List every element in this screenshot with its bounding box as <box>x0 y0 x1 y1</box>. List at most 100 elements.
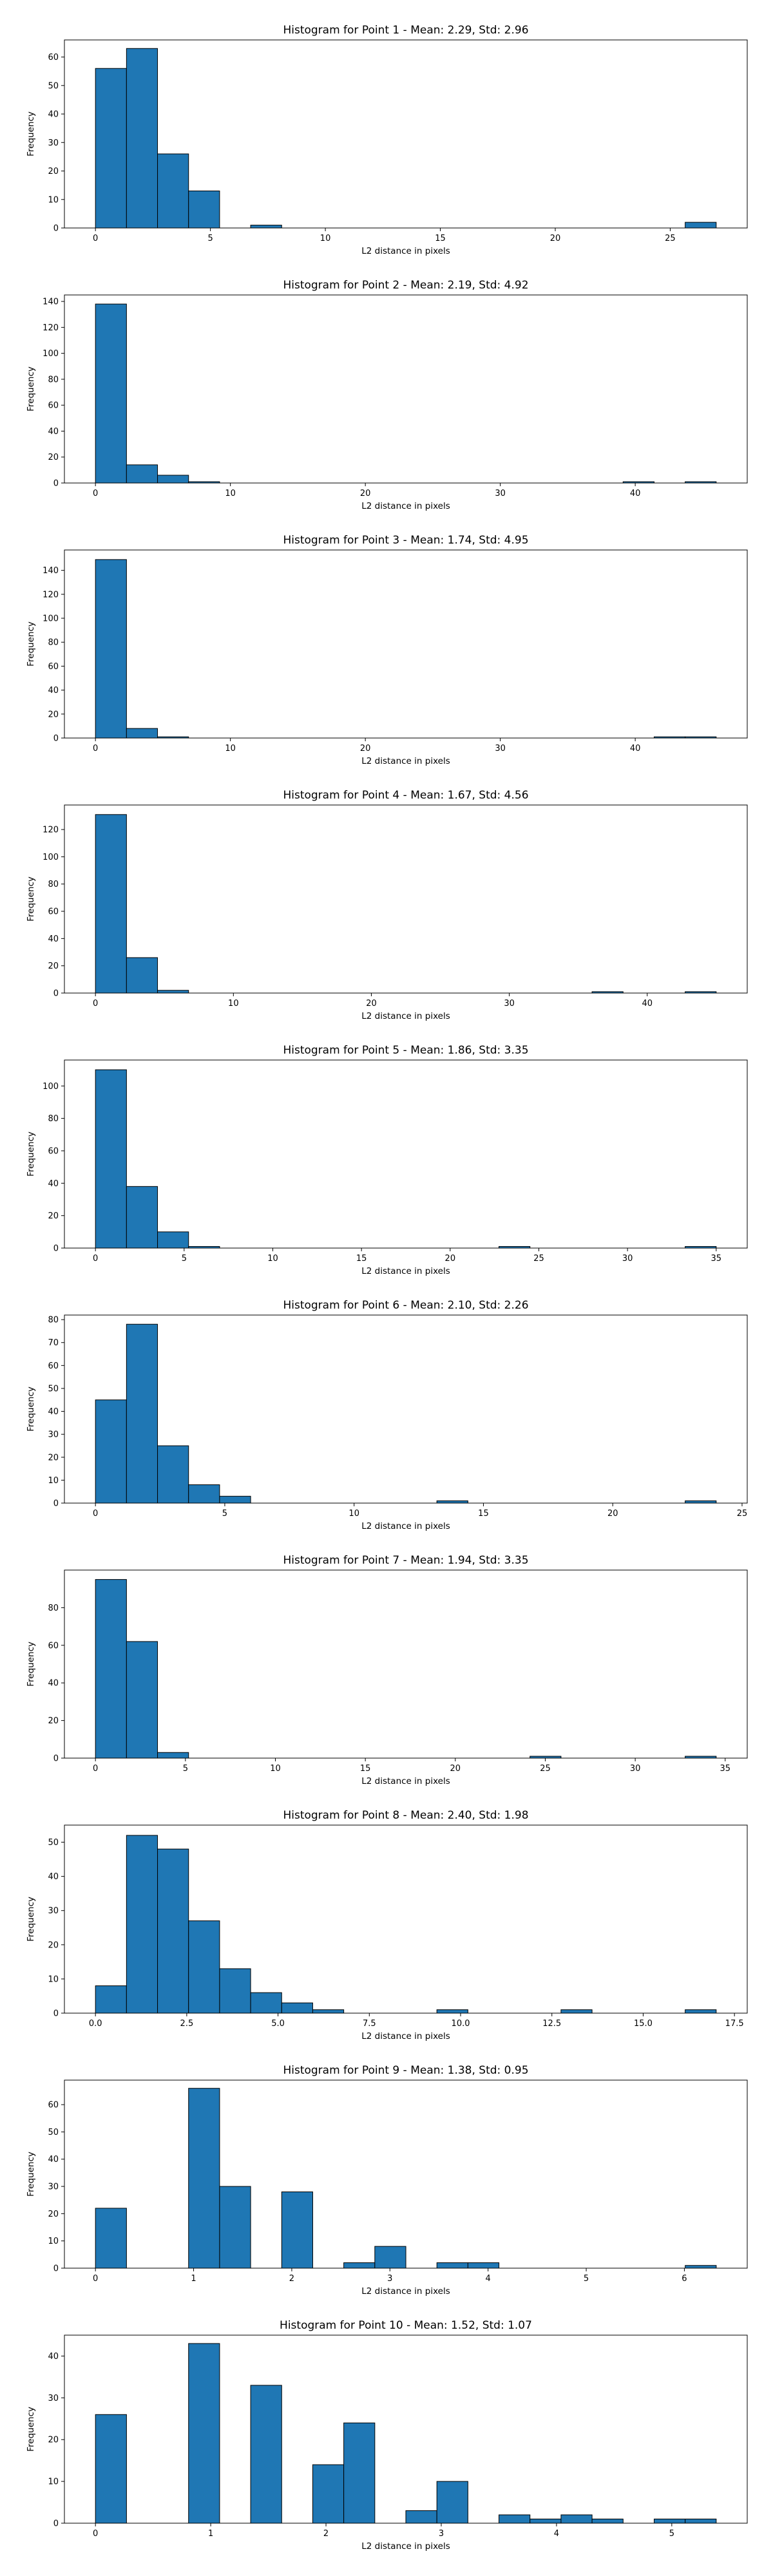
histogram-bar <box>685 2519 717 2524</box>
x-tick-label: 30 <box>495 744 506 753</box>
y-tick-label: 60 <box>48 907 59 917</box>
y-tick-label: 80 <box>48 1114 59 1124</box>
chart-title: Histogram for Point 6 - Mean: 2.10, Std:… <box>283 1299 528 1312</box>
x-axis-label: L2 distance in pixels <box>361 1011 450 1021</box>
plot-frame <box>64 2334 748 2524</box>
y-tick-label: 0 <box>53 479 59 489</box>
x-tick-label: 15 <box>478 1509 489 1519</box>
y-tick-label: 100 <box>43 1082 59 1092</box>
chart-title: Histogram for Point 3 - Mean: 1.74, Std:… <box>283 534 528 547</box>
x-tick-label: 25 <box>665 234 676 243</box>
y-tick-label: 80 <box>48 375 59 384</box>
x-tick-label: 30 <box>495 489 506 498</box>
x-tick-label: 10 <box>348 1509 359 1519</box>
y-tick-label: 70 <box>48 1338 59 1348</box>
x-tick-label: 0 <box>93 2274 98 2284</box>
y-tick-label: 80 <box>48 1604 59 1613</box>
x-tick-label: 20 <box>607 1509 618 1519</box>
x-axis-label: L2 distance in pixels <box>361 246 450 256</box>
y-tick-label: 30 <box>48 1906 59 1916</box>
x-tick-label: 35 <box>720 1764 731 1774</box>
x-tick-label: 0 <box>93 1509 98 1519</box>
y-tick-label: 20 <box>48 961 59 971</box>
y-axis-label: Frequency <box>26 2152 36 2197</box>
y-tick-label: 50 <box>48 1838 59 1848</box>
chart-title: Histogram for Point 4 - Mean: 1.67, Std:… <box>283 789 528 802</box>
histogram-bar <box>374 2246 406 2269</box>
histogram-bar <box>312 2464 345 2524</box>
histogram-bar <box>219 1495 251 1504</box>
x-tick-label: 40 <box>630 489 641 498</box>
x-tick-label: 30 <box>630 1764 641 1774</box>
histogram-bar <box>157 1752 189 1759</box>
histogram-bar <box>157 475 189 484</box>
y-tick-label: 20 <box>48 2436 59 2445</box>
y-tick-label: 0 <box>53 734 59 744</box>
x-tick-label: 10 <box>225 744 236 753</box>
histogram-bar <box>126 1641 158 1759</box>
histogram-bar <box>95 303 127 484</box>
x-tick-label: 0 <box>93 744 98 753</box>
x-tick-label: 15 <box>435 234 446 243</box>
y-tick-label: 40 <box>48 427 59 437</box>
histogram-bar <box>467 2262 500 2269</box>
y-tick-label: 30 <box>48 2394 59 2403</box>
y-axis-label: Frequency <box>26 2407 36 2452</box>
chart-title: Histogram for Point 1 - Mean: 2.29, Std:… <box>283 24 528 37</box>
x-tick-label: 30 <box>504 999 515 1009</box>
y-tick-label: 20 <box>48 167 59 176</box>
y-tick-label: 60 <box>48 53 59 62</box>
x-axis-label: L2 distance in pixels <box>361 1521 450 1531</box>
y-tick-label: 40 <box>48 686 59 696</box>
plot-frame <box>64 804 748 994</box>
x-axis-label: L2 distance in pixels <box>361 1266 450 1276</box>
histogram-bar <box>436 2481 468 2524</box>
histogram-bar <box>95 68 127 229</box>
y-tick-label: 0 <box>53 1244 59 1254</box>
histogram-bar <box>95 1579 127 1759</box>
x-tick-label: 10 <box>225 489 236 498</box>
y-tick-label: 120 <box>43 826 59 835</box>
y-tick-label: 20 <box>48 1453 59 1463</box>
histogram-bar <box>560 2009 593 2014</box>
histogram-bar <box>591 2519 624 2524</box>
y-tick-label: 0 <box>53 1499 59 1509</box>
x-axis-label: L2 distance in pixels <box>361 2541 450 2552</box>
x-tick-label: 3 <box>387 2274 392 2284</box>
x-tick-label: 35 <box>711 1254 722 1264</box>
histogram-bar <box>157 1445 189 1504</box>
histogram-bar <box>405 2510 437 2524</box>
x-tick-label: 5 <box>182 1254 187 1264</box>
histogram-bar <box>530 2519 562 2524</box>
x-tick-label: 10 <box>267 1254 278 1264</box>
y-tick-label: 10 <box>48 2477 59 2487</box>
histogram-bar <box>343 2422 376 2524</box>
y-tick-label: 30 <box>48 2183 59 2192</box>
histogram-bar <box>188 1484 220 1504</box>
histogram-bar <box>157 1848 189 2014</box>
y-tick-label: 40 <box>48 1679 59 1689</box>
histogram-bar <box>126 957 158 994</box>
y-tick-label: 60 <box>48 2101 59 2110</box>
histogram-bar <box>95 1985 127 2014</box>
histogram-bar <box>126 1835 158 2014</box>
y-axis-label: Frequency <box>26 111 36 156</box>
x-tick-label: 4 <box>554 2529 559 2539</box>
histogram-panel-8: Histogram for Point 8 - Mean: 2.40, Std:… <box>26 1809 748 2041</box>
x-tick-label: 5 <box>222 1509 227 1519</box>
plot-frame <box>64 1569 748 1759</box>
plot-frame <box>64 39 748 229</box>
plot-frame <box>64 1059 748 1249</box>
histogram-bar <box>126 1186 158 1249</box>
chart-title: Histogram for Point 7 - Mean: 1.94, Std:… <box>283 1554 528 1567</box>
y-tick-label: 40 <box>48 934 59 944</box>
x-tick-label: 15 <box>360 1764 371 1774</box>
x-tick-label: 0 <box>93 489 98 498</box>
y-tick-label: 50 <box>48 2128 59 2137</box>
x-tick-label: 20 <box>450 1764 461 1774</box>
x-axis-label: L2 distance in pixels <box>361 501 450 511</box>
histogram-bar <box>250 1992 282 2014</box>
y-tick-label: 60 <box>48 662 59 672</box>
x-tick-label: 2.5 <box>180 2019 194 2029</box>
